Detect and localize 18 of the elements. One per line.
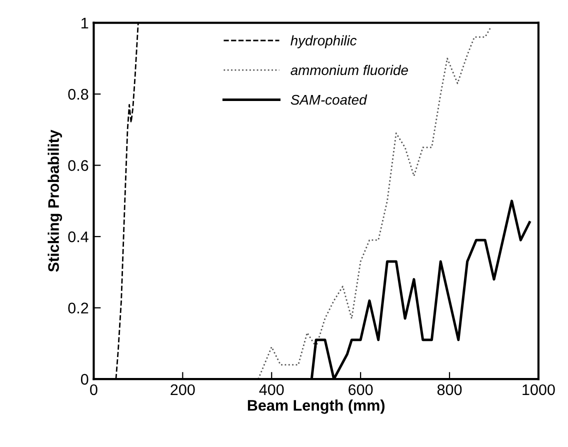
y-tick-label: 0.6 — [68, 160, 88, 171]
x-tick-label: 600 — [348, 384, 373, 396]
y-tick-label: 0 — [80, 374, 88, 385]
legend-label: ammonium fluoride — [290, 64, 408, 76]
x-tick-label: 0 — [90, 384, 98, 396]
y-tick-label: 1 — [82, 18, 88, 28]
x-tick-label: 200 — [170, 384, 195, 396]
y-tick-label: 0.4 — [68, 231, 88, 242]
y-tick-label: 0.2 — [68, 302, 88, 314]
y-axis-title: Sticking Probability — [48, 130, 62, 272]
x-tick-label: 800 — [437, 384, 462, 396]
legend-label: hydrophilic — [290, 35, 357, 48]
legend-label: SAM-coated — [290, 94, 368, 105]
line-series — [258, 26, 492, 380]
x-tick-label: 1000 — [522, 384, 555, 396]
y-tick-label: 0.8 — [68, 88, 88, 100]
x-tick-label: 400 — [259, 384, 284, 396]
x-axis-title: Beam Length (mm) — [248, 400, 385, 414]
